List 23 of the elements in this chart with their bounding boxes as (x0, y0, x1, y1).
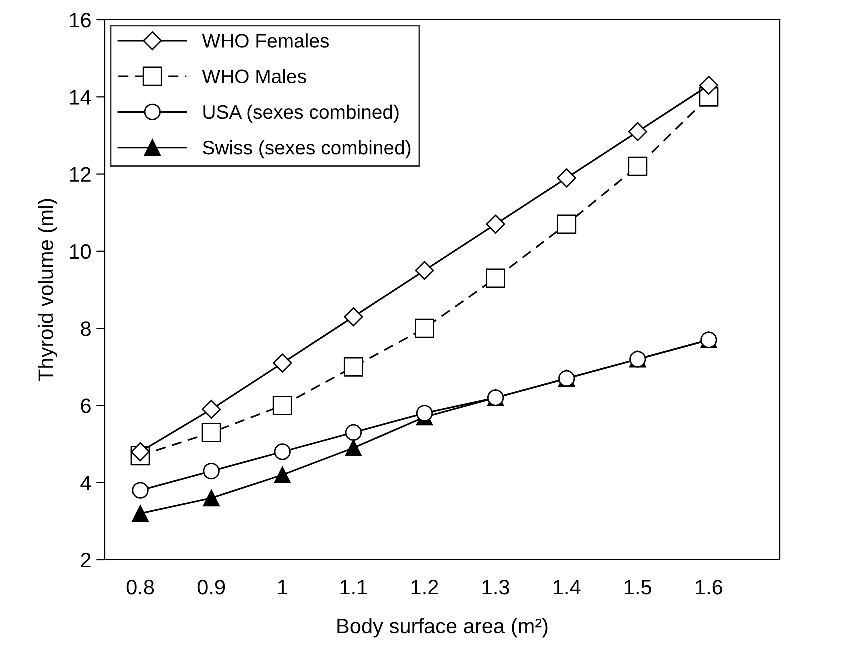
x-tick-label: 0.9 (198, 580, 226, 595)
x-tick-label: 0.8 (126, 580, 154, 595)
y-tick-label: 16 (70, 13, 91, 28)
legend-label: USA (sexes combined) (204, 104, 399, 123)
x-axis-title: Body surface area (m²) (338, 618, 548, 638)
y-tick-label: 4 (80, 476, 92, 490)
y-tick-label: 10 (70, 244, 91, 260)
x-tick-label: 1.6 (696, 580, 723, 595)
x-tick-label: 1.4 (554, 580, 581, 595)
y-tick-label: 12 (70, 167, 91, 182)
y-tick-label: 2 (81, 553, 91, 568)
x-tick-label: 1 (278, 580, 288, 595)
legend-label: WHO Males (202, 69, 306, 84)
y-tick-label: 14 (70, 90, 92, 105)
y-axis-title: Thyroid volume (ml) (38, 199, 58, 382)
y-tick-label: 6 (81, 398, 91, 414)
x-tick-label: 1.2 (412, 580, 438, 595)
legend-label: WHO Females (202, 34, 329, 48)
y-tick-label: 8 (81, 322, 91, 336)
legend-label: Swiss (sexes combined) (203, 140, 411, 159)
x-tick-label: 1.3 (482, 580, 510, 595)
x-tick-label: 1.5 (625, 580, 652, 595)
x-tick-label: 1.1 (340, 580, 368, 595)
